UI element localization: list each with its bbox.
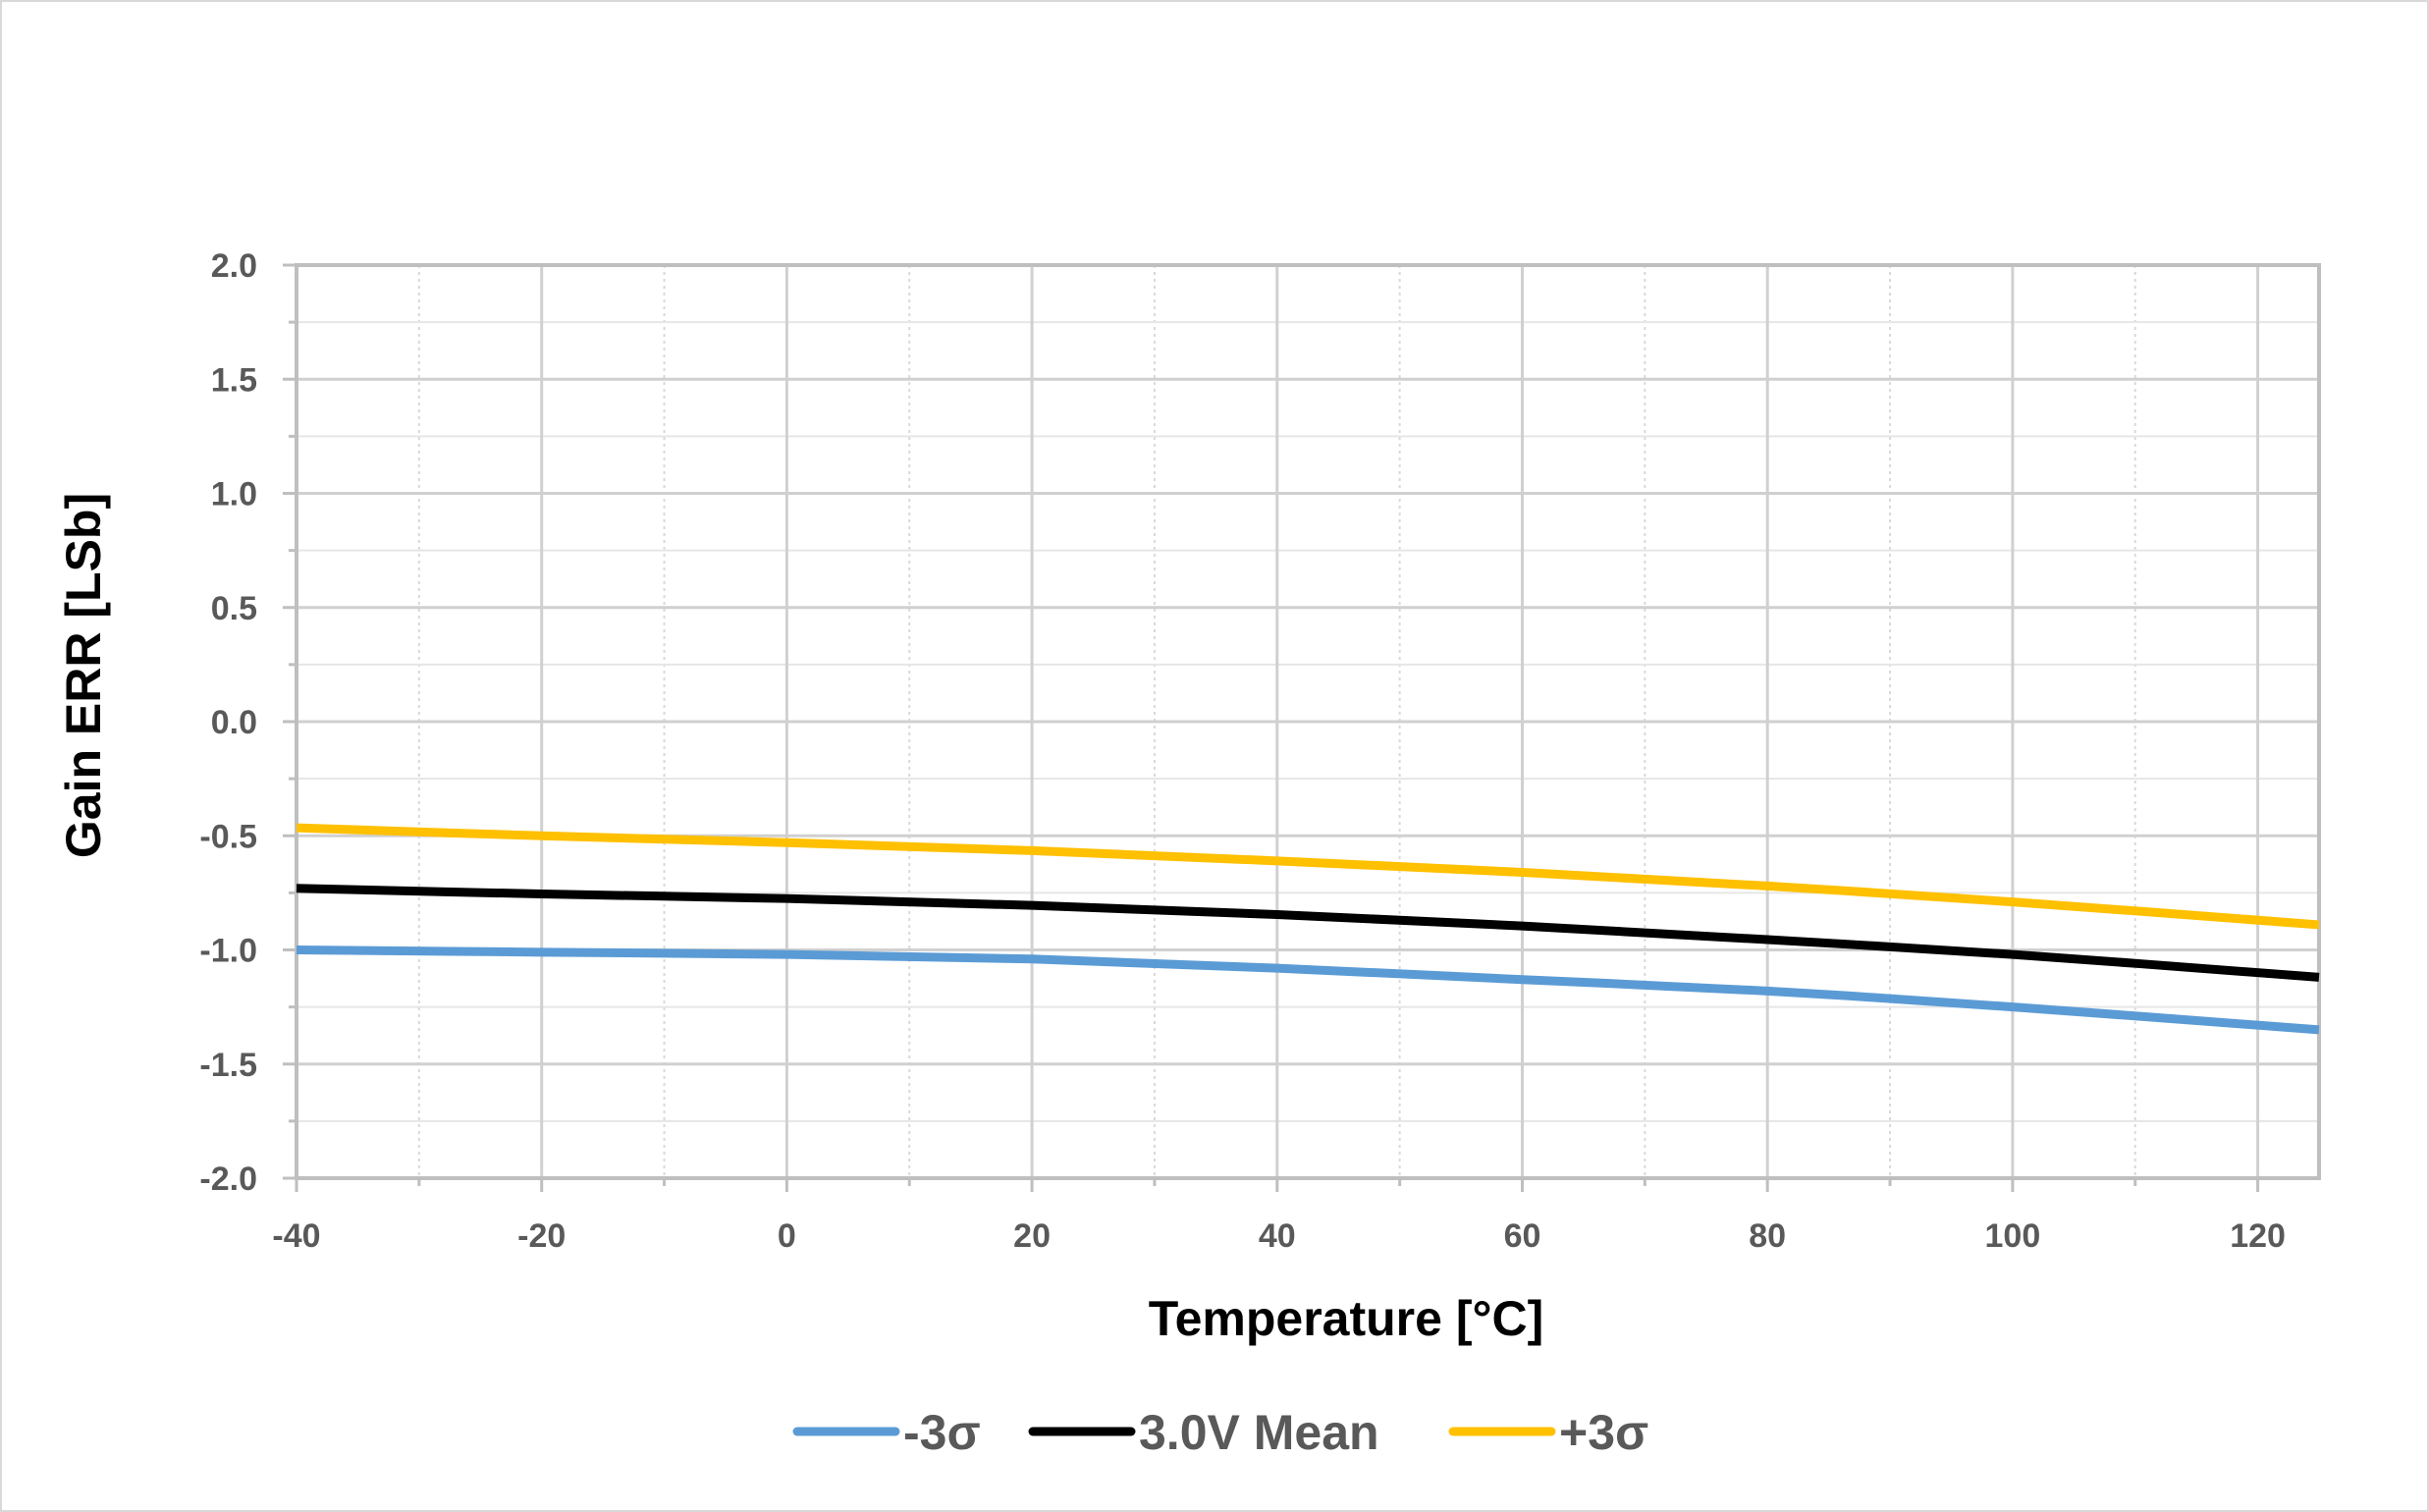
x-tick-label: 100 <box>1985 1217 2041 1255</box>
x-tick-label: 20 <box>1013 1217 1051 1255</box>
y-axis-title: Gain ERR [LSb] <box>56 493 111 858</box>
series-lines <box>296 823 2320 1035</box>
y-tick-label: -1.0 <box>199 933 257 970</box>
y-tick-label: 1.0 <box>211 476 257 513</box>
x-tick-label: 120 <box>2230 1217 2286 1255</box>
x-tick-label: -40 <box>272 1217 320 1255</box>
y-tick-label: -2.0 <box>199 1161 257 1198</box>
legend-label-0: -3σ <box>903 1405 981 1460</box>
legend-label-1: 3.0V Mean <box>1139 1405 1379 1460</box>
major-gridlines <box>297 265 2319 1178</box>
series-line-1 <box>296 884 2320 982</box>
x-tick-label: -20 <box>517 1217 566 1255</box>
x-axis-title: Temperature [°C] <box>1149 1291 1543 1346</box>
y-axis-ticks: 2.0 1.5 1.0 0.5 0.0 -0.5 -1.0 -1.5 -2.0 <box>199 247 297 1198</box>
x-tick-label: 40 <box>1259 1217 1296 1255</box>
legend: -3σ 3.0V Mean +3σ <box>792 1405 1648 1460</box>
series-line-2 <box>296 823 2320 930</box>
x-tick-label: 80 <box>1749 1217 1786 1255</box>
x-axis-ticks: -40 -20 0 20 40 60 80 100 120 <box>272 1178 2286 1255</box>
x-tick-label: 0 <box>778 1217 796 1255</box>
legend-label-2: +3σ <box>1559 1405 1648 1460</box>
y-tick-label: 2.0 <box>211 247 257 285</box>
y-tick-label: -0.5 <box>199 818 257 855</box>
y-tick-label: 0.5 <box>211 590 257 627</box>
y-tick-label: 0.0 <box>211 704 257 741</box>
y-tick-label: 1.5 <box>211 361 257 399</box>
x-tick-label: 60 <box>1504 1217 1541 1255</box>
y-tick-label: -1.5 <box>199 1047 257 1084</box>
series-line-0 <box>296 945 2320 1035</box>
